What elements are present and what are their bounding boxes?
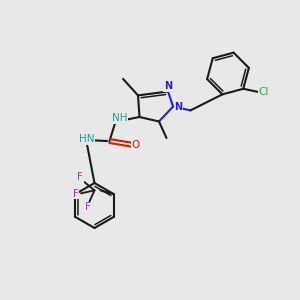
Text: Cl: Cl	[258, 87, 268, 98]
Text: F: F	[85, 202, 91, 212]
Text: F: F	[73, 189, 79, 199]
Text: N: N	[164, 81, 172, 91]
Text: NH: NH	[112, 113, 128, 123]
Text: F: F	[77, 172, 83, 182]
Text: O: O	[132, 140, 140, 150]
Text: N: N	[174, 101, 183, 112]
Text: HN: HN	[79, 134, 94, 144]
